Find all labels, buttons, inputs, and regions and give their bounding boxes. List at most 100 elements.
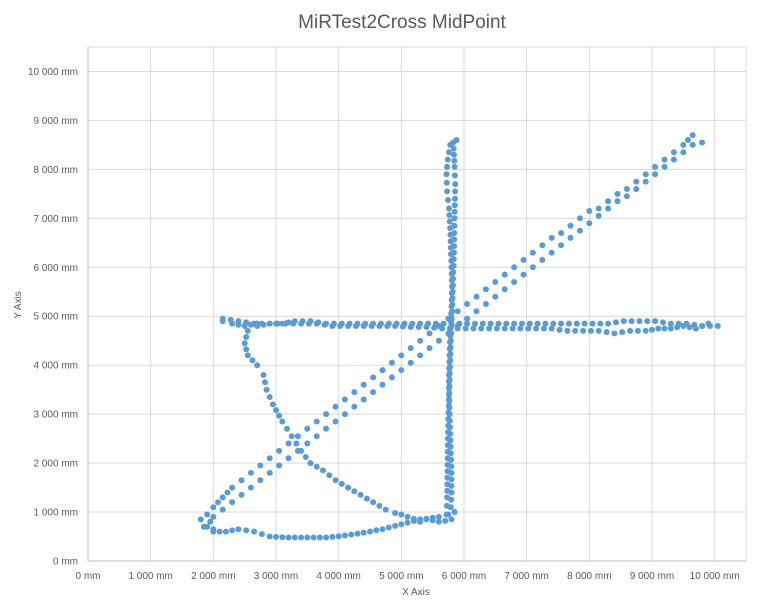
data-point — [447, 238, 454, 245]
data-point — [692, 325, 699, 332]
data-point — [368, 323, 375, 329]
data-point — [445, 315, 452, 322]
data-point — [556, 326, 563, 333]
data-point — [266, 469, 273, 476]
data-point — [520, 271, 527, 278]
data-point — [620, 318, 627, 325]
data-point — [627, 327, 634, 334]
data-point — [448, 496, 455, 503]
data-point — [464, 315, 471, 322]
data-point — [269, 401, 276, 408]
data-point — [442, 517, 449, 524]
data-point — [444, 163, 451, 170]
data-point — [298, 534, 305, 541]
data-point — [451, 215, 458, 222]
data-point — [435, 337, 442, 344]
data-point — [680, 323, 687, 329]
data-point — [258, 531, 265, 538]
gridlines — [88, 46, 747, 561]
x-tick-label: 4 000 mm — [316, 571, 360, 582]
data-point — [266, 455, 273, 462]
data-point — [473, 308, 480, 315]
data-point — [313, 433, 320, 440]
data-point — [285, 455, 292, 462]
data-point — [613, 319, 619, 326]
data-point — [435, 323, 442, 329]
data-point — [415, 324, 422, 330]
data-point — [445, 197, 451, 203]
data-point — [335, 533, 342, 540]
data-point — [509, 325, 516, 332]
data-point — [660, 319, 666, 326]
data-point — [445, 511, 452, 518]
data-point — [435, 513, 442, 520]
data-point — [699, 139, 706, 146]
data-point — [511, 264, 518, 271]
data-point — [451, 151, 457, 158]
x-tick-label: 1 000 mm — [128, 571, 172, 582]
data-point — [446, 218, 453, 225]
data-point — [680, 149, 687, 156]
data-point — [229, 484, 236, 491]
data-point — [661, 325, 668, 332]
data-point — [410, 518, 417, 524]
data-point — [354, 530, 361, 537]
data-point — [482, 301, 489, 307]
data-point — [674, 324, 681, 331]
data-point — [448, 277, 455, 284]
data-point — [276, 412, 283, 419]
data-point — [290, 320, 297, 327]
data-point — [323, 411, 330, 418]
data-point — [247, 469, 254, 476]
data-point — [448, 257, 455, 264]
x-tick-label: 2 000 mm — [191, 571, 235, 582]
data-point — [429, 514, 436, 521]
data-point — [580, 327, 587, 334]
data-point — [446, 398, 453, 405]
data-point — [567, 222, 574, 229]
x-tick-labels: 0 mm 1 000 mm 2 000 mm 3 000 mm 4 000 mm 5 00… — [76, 571, 740, 582]
data-point — [360, 381, 367, 388]
data-point — [388, 359, 395, 366]
data-point — [714, 323, 721, 329]
data-point — [376, 323, 383, 329]
data-point — [351, 488, 358, 495]
data-point — [266, 320, 273, 327]
data-point — [249, 357, 256, 364]
data-point — [385, 524, 392, 531]
data-point — [407, 324, 414, 330]
data-point — [686, 324, 693, 331]
data-point — [446, 385, 452, 391]
data-point — [426, 330, 433, 337]
y-tick-label: 8 000 mm — [34, 165, 78, 176]
data-point — [451, 208, 458, 215]
data-point — [451, 163, 458, 170]
data-point — [210, 526, 217, 533]
data-point — [320, 467, 326, 474]
data-point — [357, 491, 364, 498]
data-point — [247, 321, 254, 328]
data-point — [529, 264, 536, 271]
data-point — [326, 472, 333, 479]
data-point — [384, 323, 391, 329]
data-point — [341, 396, 348, 403]
data-point — [689, 141, 696, 148]
data-point — [284, 425, 290, 432]
data-point — [699, 323, 706, 329]
x-tick-label: 7 000 mm — [504, 571, 548, 582]
data-point — [548, 249, 555, 256]
data-point — [417, 516, 424, 523]
data-point — [448, 320, 455, 327]
data-point — [451, 195, 458, 202]
data-point — [238, 477, 245, 484]
data-point — [417, 337, 424, 344]
data-point — [243, 346, 250, 353]
data-point — [360, 396, 367, 403]
data-point — [370, 389, 377, 396]
data-point — [417, 352, 424, 359]
y-tick-label: 3 000 mm — [34, 410, 78, 421]
data-point — [605, 198, 612, 205]
data-point — [448, 456, 454, 463]
data-point — [388, 374, 395, 381]
data-point — [341, 411, 348, 418]
